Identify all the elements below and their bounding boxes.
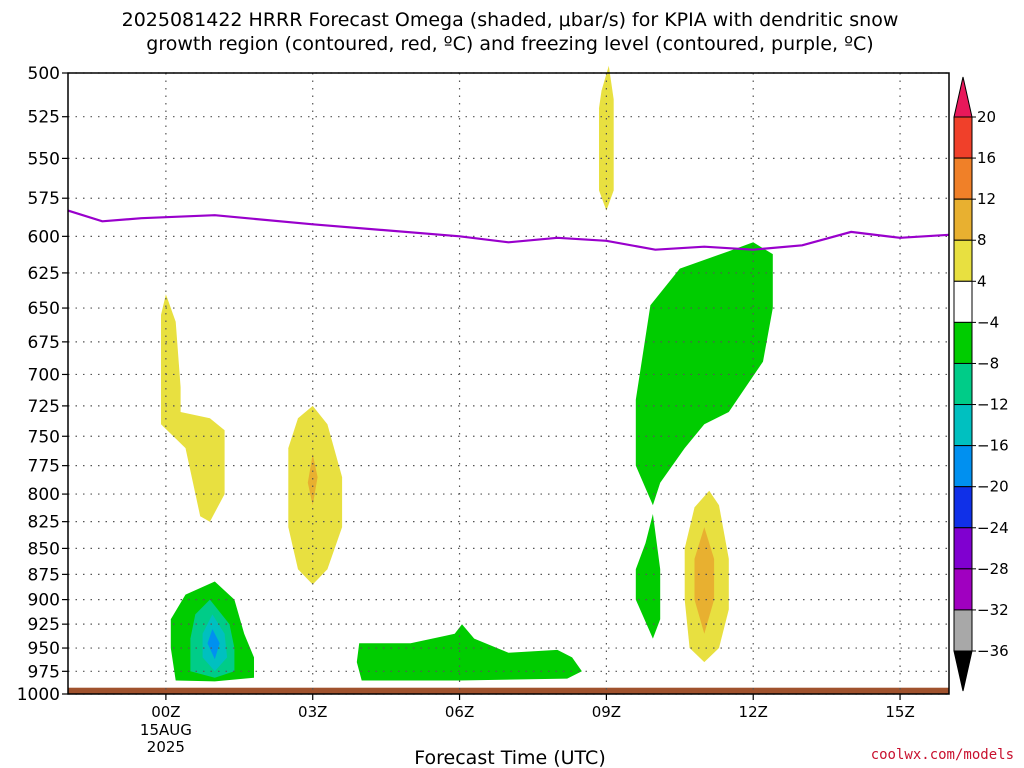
x-tick-sublabel-15AUG: 15AUG (140, 721, 192, 739)
colorbar-top-triangle (953, 76, 973, 118)
colorbar-label-3: 8 (977, 231, 987, 249)
x-tick-label-09Z: 09Z (592, 703, 621, 721)
colorbar-segment-10 (953, 527, 973, 570)
y-tick-label-700: 700 (28, 365, 60, 385)
omega-shaded-regions (161, 65, 773, 682)
x-tick-label-03Z: 03Z (298, 703, 327, 721)
y-tick-label-750: 750 (28, 427, 60, 447)
y-tick-label-775: 775 (28, 457, 60, 477)
colorbar-label-6: −8 (977, 354, 999, 372)
colorbar-segment-1 (953, 157, 973, 200)
omega-region-upward-mod-2 (307, 454, 318, 506)
chart-grid (68, 72, 949, 695)
y-tick-label-525: 525 (28, 108, 60, 128)
x-axis-title: Forecast Time (UTC) (414, 747, 605, 768)
ground-surface (68, 687, 949, 694)
freezing-level-line (67, 209, 950, 251)
colorbar-segment-12 (953, 609, 973, 652)
colorbar-label-8: −16 (977, 437, 1009, 455)
omega-region-downward-weak-4 (635, 514, 661, 639)
colorbar-label-12: −32 (977, 601, 1009, 619)
y-tick-label-550: 550 (28, 149, 60, 169)
y-tick-label-825: 825 (28, 513, 60, 533)
y-tick-label-900: 900 (28, 591, 60, 611)
x-tick-label-12Z: 12Z (739, 703, 768, 721)
colorbar-segment-2 (953, 198, 973, 241)
y-tick-label-575: 575 (28, 189, 60, 209)
y-tick-label-875: 875 (28, 565, 60, 585)
colorbar-segment-8 (953, 445, 973, 488)
colorbar-segment-5 (953, 321, 973, 364)
colorbar-label-13: −36 (977, 642, 1009, 660)
colorbar-label-2: 12 (977, 190, 996, 208)
x-tick-label-15Z: 15Z (885, 703, 914, 721)
x-tick-sublabel-2025: 2025 (147, 738, 185, 756)
omega-region-upward-mod-4 (694, 527, 715, 634)
chart-title-line-2: growth region (contoured, red, ºC) and f… (146, 33, 873, 55)
colorbar-label-7: −12 (977, 396, 1009, 414)
colorbar-label-10: −24 (977, 519, 1009, 537)
freezing-level-contour (67, 209, 950, 251)
ground-band (68, 687, 949, 694)
y-tick-label-800: 800 (28, 485, 60, 505)
y-tick-label-850: 850 (28, 539, 60, 559)
y-tick-label-725: 725 (28, 397, 60, 417)
colorbar-label-0: 20 (977, 108, 996, 126)
omega-region-downward-strongest-1 (207, 629, 220, 660)
y-tick-label-600: 600 (28, 227, 60, 247)
colorbar-segment-3 (953, 239, 973, 282)
colorbar-segment-9 (953, 486, 973, 529)
colorbar: 20 16 12 8 4 −4 −8 −12 −16 −20 −24 −28 −32 −36 (953, 76, 1009, 692)
y-axis-ticks: 500 525 550 575 600 625 650 675 700 725 750 775 800 8… (17, 64, 68, 705)
omega-region-downward-weak-3 (635, 242, 773, 506)
y-tick-label-925: 925 (28, 615, 60, 635)
colorbar-label-4: 4 (977, 272, 987, 290)
colorbar-segment-11 (953, 568, 973, 611)
y-tick-label-625: 625 (28, 264, 60, 284)
y-tick-label-975: 975 (28, 662, 60, 682)
omega-region-upward-weak-1 (161, 294, 225, 522)
omega-region-upward-weak-3 (599, 65, 614, 211)
colorbar-segment-4 (953, 280, 973, 323)
colorbar-bottom-triangle (953, 650, 973, 692)
y-tick-label-950: 950 (28, 639, 60, 659)
colorbar-label-11: −28 (977, 560, 1009, 578)
colorbar-label-9: −20 (977, 478, 1009, 496)
chart-title-line-1: 2025081422 HRRR Forecast Omega (shaded, … (122, 9, 899, 31)
omega-region-downward-weak-2 (356, 624, 582, 681)
colorbar-label-5: −4 (977, 313, 999, 331)
y-tick-label-675: 675 (28, 333, 60, 353)
colorbar-label-1: 16 (977, 149, 996, 167)
y-tick-label-500: 500 (28, 64, 60, 84)
x-tick-label-00Z: 00Z (151, 703, 180, 721)
colorbar-segment-7 (953, 404, 973, 447)
y-tick-label-650: 650 (28, 299, 60, 319)
colorbar-segment-6 (953, 362, 973, 406)
y-tick-label-1000: 1000 (17, 685, 60, 705)
credit-text: coolwx.com/models (871, 747, 1014, 763)
colorbar-segment-0 (953, 116, 973, 159)
plot-frame (67, 72, 950, 695)
omega-region-upward-weak-2 (288, 405, 343, 585)
x-tick-label-06Z: 06Z (445, 703, 474, 721)
